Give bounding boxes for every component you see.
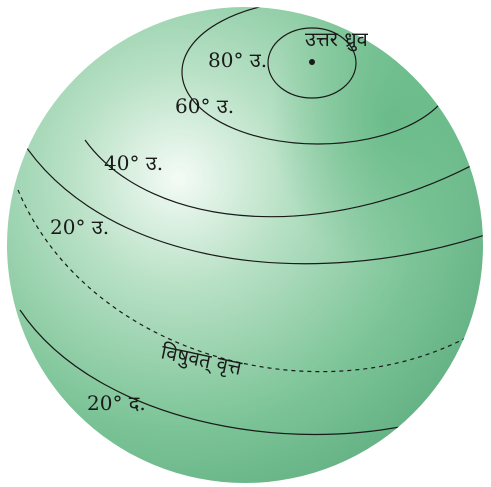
- latitude-label: 40° उ.: [104, 151, 163, 175]
- latitude-label: 20° उ.: [50, 215, 109, 239]
- lat-40n: [84, 139, 483, 218]
- latitude-label: 80° उ.: [208, 48, 267, 72]
- lat-80n: [267, 27, 357, 99]
- equator: [17, 189, 481, 373]
- north-pole-dot: [309, 59, 315, 65]
- latitude-label: 20° द.: [87, 391, 146, 415]
- pole-label: उत्तर ध्रुव: [305, 27, 369, 52]
- latitude-label: 60° उ.: [175, 94, 234, 118]
- lat-20n: [9, 119, 483, 265]
